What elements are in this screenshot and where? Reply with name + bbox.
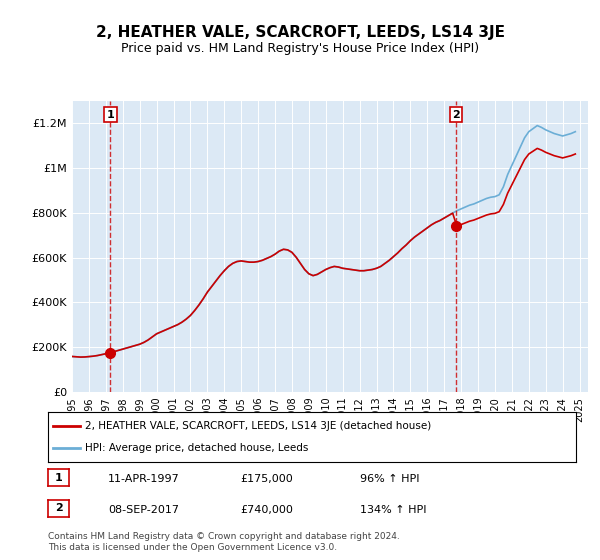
Text: 2: 2 <box>452 110 460 119</box>
Text: 2, HEATHER VALE, SCARCROFT, LEEDS, LS14 3JE (detached house): 2, HEATHER VALE, SCARCROFT, LEEDS, LS14 … <box>85 421 431 431</box>
Text: 2, HEATHER VALE, SCARCROFT, LEEDS, LS14 3JE: 2, HEATHER VALE, SCARCROFT, LEEDS, LS14 … <box>95 25 505 40</box>
Text: £175,000: £175,000 <box>240 474 293 484</box>
Text: 08-SEP-2017: 08-SEP-2017 <box>108 505 179 515</box>
Text: £740,000: £740,000 <box>240 505 293 515</box>
Text: 1: 1 <box>107 110 114 119</box>
Text: 11-APR-1997: 11-APR-1997 <box>108 474 180 484</box>
Text: 2: 2 <box>55 503 62 514</box>
Text: 1: 1 <box>55 473 62 483</box>
Text: 96% ↑ HPI: 96% ↑ HPI <box>360 474 419 484</box>
Text: HPI: Average price, detached house, Leeds: HPI: Average price, detached house, Leed… <box>85 443 308 453</box>
Text: Contains HM Land Registry data © Crown copyright and database right 2024.
This d: Contains HM Land Registry data © Crown c… <box>48 532 400 552</box>
Text: Price paid vs. HM Land Registry's House Price Index (HPI): Price paid vs. HM Land Registry's House … <box>121 42 479 55</box>
Text: 134% ↑ HPI: 134% ↑ HPI <box>360 505 427 515</box>
